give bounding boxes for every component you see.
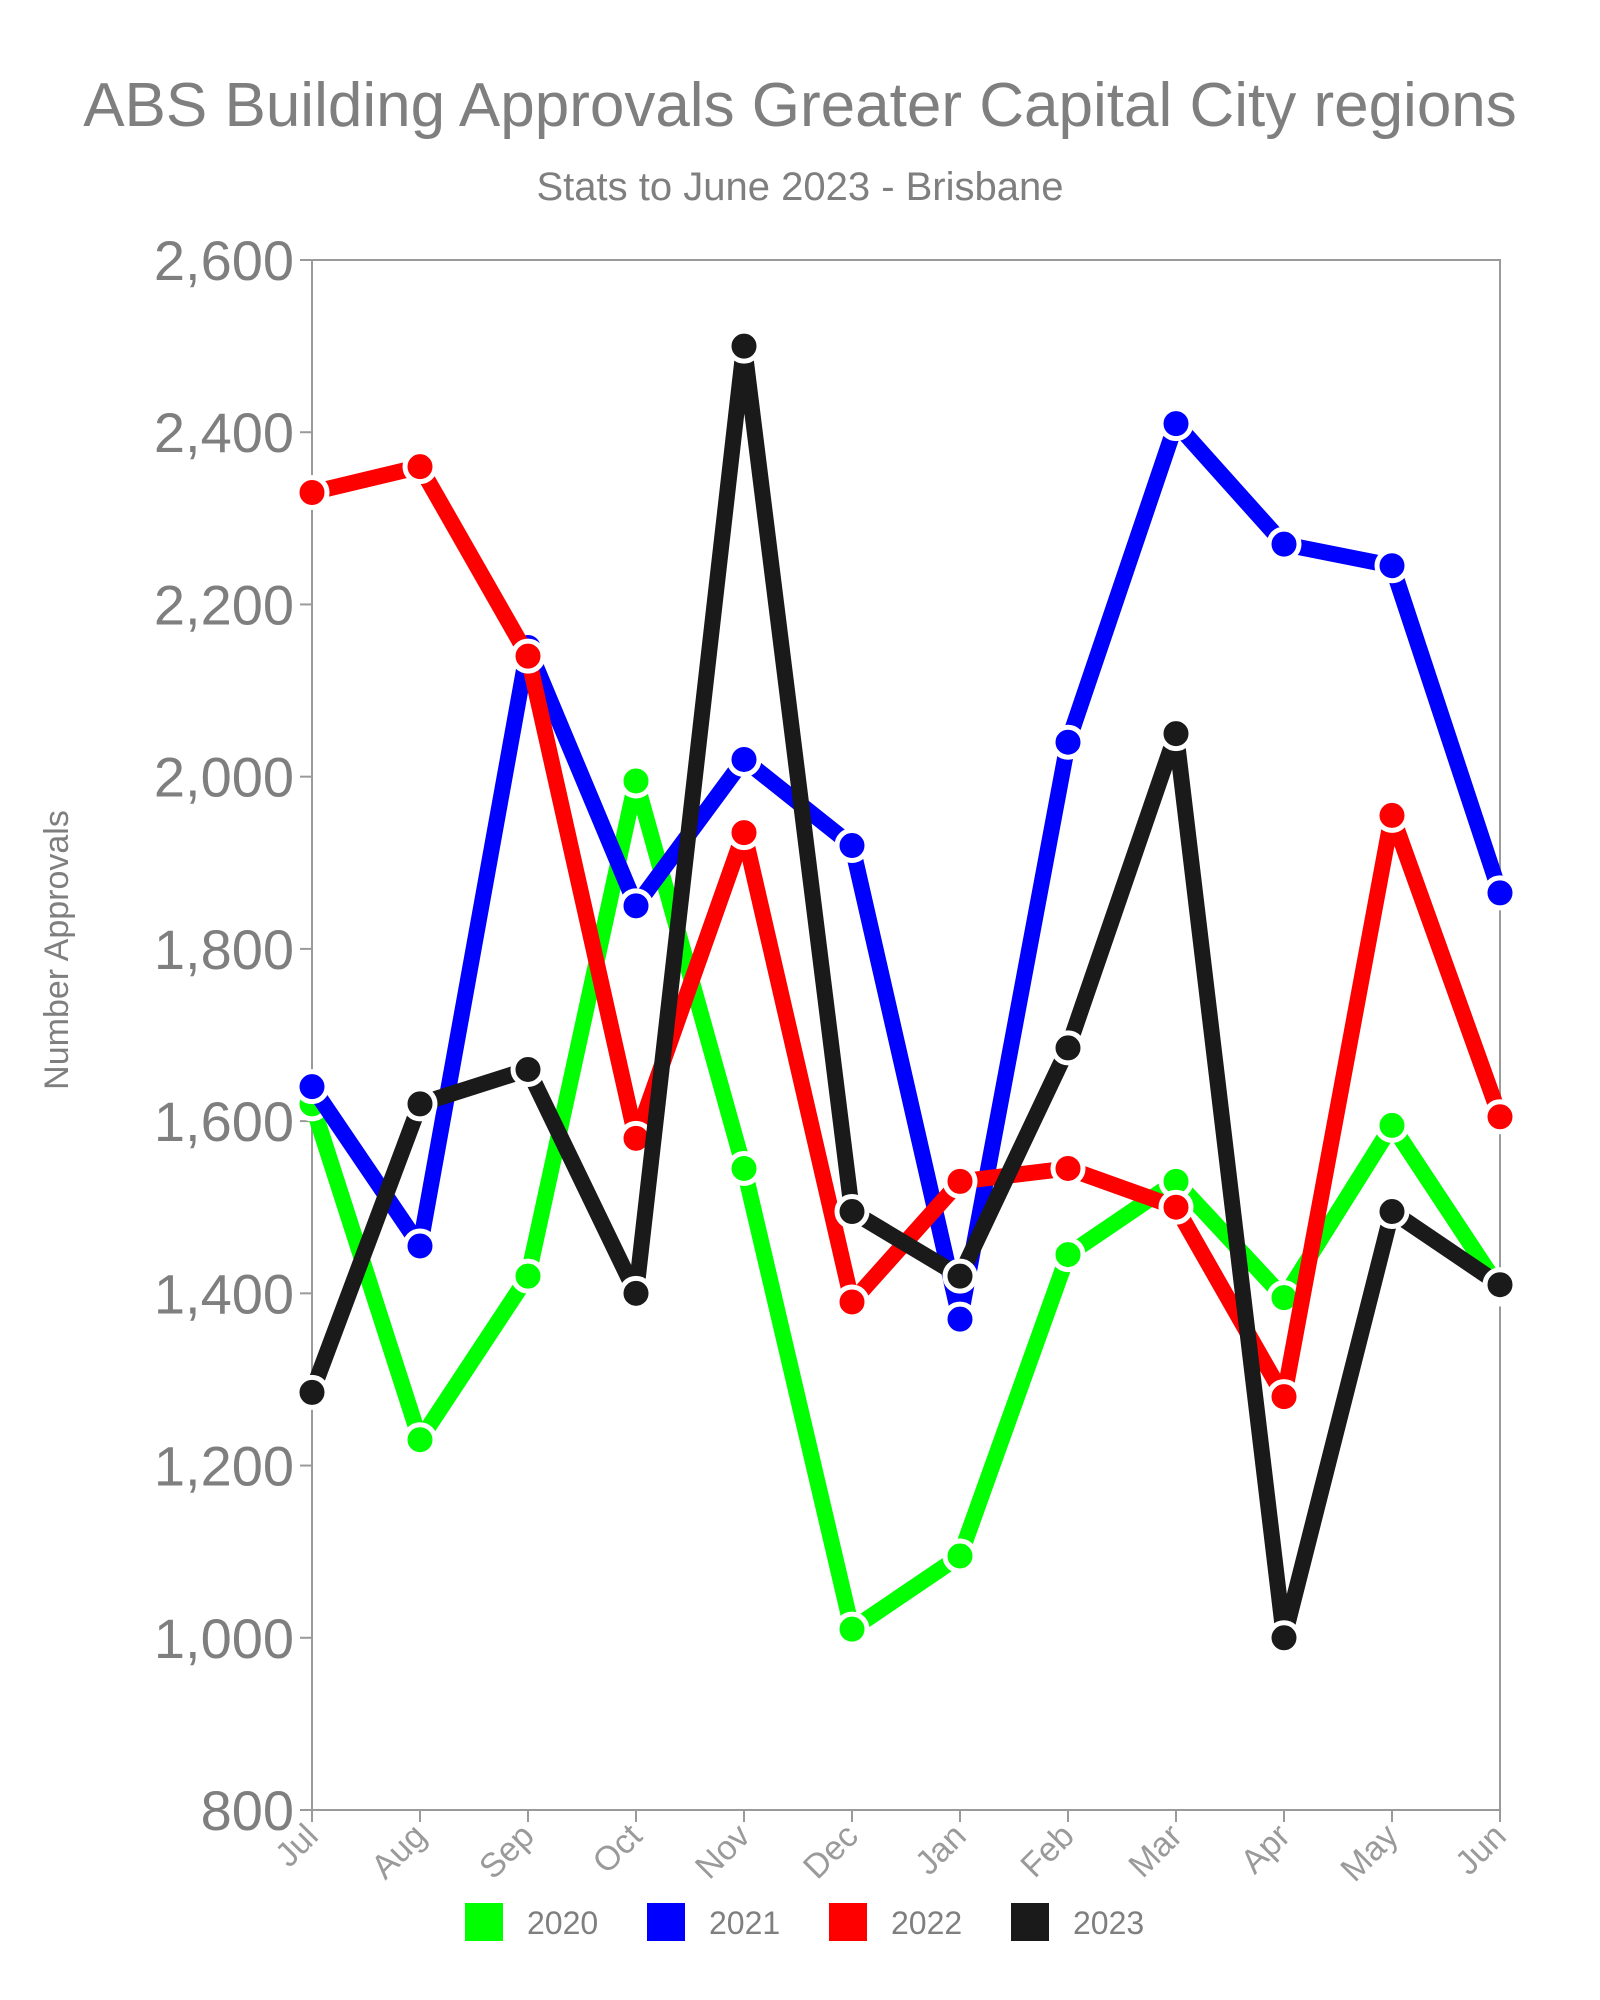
legend-label-2023: 2023 xyxy=(1073,1905,1144,1941)
data-point xyxy=(618,888,654,924)
y-tick-label: 2,600 xyxy=(154,229,294,292)
x-tick-label: Apr xyxy=(1233,1817,1297,1881)
series-2023 xyxy=(294,328,1518,1656)
legend-swatch-2022 xyxy=(829,1903,867,1941)
series-line-2021 xyxy=(304,415,1508,1328)
data-point xyxy=(942,1163,978,1199)
legend-label-2020: 2020 xyxy=(527,1905,598,1941)
data-point xyxy=(834,1284,870,1320)
data-point xyxy=(1374,797,1410,833)
plot-frame xyxy=(311,259,1501,1811)
series-layer xyxy=(294,328,1518,1656)
data-point xyxy=(402,1086,438,1122)
x-tick-label: Jan xyxy=(908,1817,974,1883)
data-point xyxy=(834,1194,870,1230)
y-tick-label: 1,400 xyxy=(154,1262,294,1325)
data-point xyxy=(726,741,762,777)
x-tick-label: Sep xyxy=(472,1817,542,1887)
data-point xyxy=(834,828,870,864)
x-tick-label: Aug xyxy=(364,1817,434,1887)
x-tick-label: Mar xyxy=(1121,1817,1189,1885)
data-point xyxy=(618,763,654,799)
legend-swatch-2020 xyxy=(465,1903,503,1941)
data-point xyxy=(402,1228,438,1264)
legend: 2020 2021 2022 2023 xyxy=(465,1903,1144,1941)
data-point xyxy=(942,1258,978,1294)
data-point xyxy=(1482,875,1518,911)
data-point xyxy=(1482,1099,1518,1135)
legend-label-2021: 2021 xyxy=(709,1905,780,1941)
x-tick-label: Dec xyxy=(796,1817,866,1887)
data-point xyxy=(942,1538,978,1574)
data-point xyxy=(1050,724,1086,760)
data-point xyxy=(1050,1237,1086,1273)
y-tick-label: 1,800 xyxy=(154,918,294,981)
data-point xyxy=(1050,1150,1086,1186)
data-point xyxy=(1374,1194,1410,1230)
chart-subtitle: Stats to June 2023 - Brisbane xyxy=(536,165,1064,209)
legend-swatch-2021 xyxy=(647,1903,685,1941)
data-point xyxy=(1266,526,1302,562)
data-point xyxy=(1158,1189,1194,1225)
y-axis: 800 1,000 1,200 1,400 1,600 1,800 2,000 2,200 2,… xyxy=(154,229,312,1842)
y-axis-label: Number Approvals xyxy=(38,810,76,1090)
legend-swatch-2023 xyxy=(1011,1903,1049,1941)
data-point xyxy=(834,1611,870,1647)
data-point xyxy=(942,1301,978,1337)
legend-label-2022: 2022 xyxy=(891,1905,962,1941)
series-line-2022 xyxy=(304,458,1508,1405)
data-point xyxy=(1374,548,1410,584)
data-point xyxy=(510,638,546,674)
data-point xyxy=(510,1051,546,1087)
data-point xyxy=(1266,1379,1302,1415)
y-tick-label: 800 xyxy=(201,1779,294,1842)
x-tick-label: Jun xyxy=(1448,1817,1514,1883)
data-point xyxy=(1158,406,1194,442)
y-tick-label: 1,200 xyxy=(154,1435,294,1498)
series-line-2023 xyxy=(304,338,1508,1646)
x-axis: Jul Aug Sep Oct Nov Dec Jan Feb Mar Apr May Jun xyxy=(268,1810,1514,1889)
y-tick-label: 1,000 xyxy=(154,1607,294,1670)
data-point xyxy=(1050,1030,1086,1066)
x-tick-label: May xyxy=(1333,1817,1405,1889)
data-point xyxy=(726,815,762,851)
data-point xyxy=(618,1275,654,1311)
series-2021 xyxy=(294,406,1518,1337)
y-tick-label: 1,600 xyxy=(154,1090,294,1153)
data-point xyxy=(1266,1620,1302,1656)
y-tick-label: 2,200 xyxy=(154,573,294,636)
chart-title: ABS Building Approvals Greater Capital C… xyxy=(83,71,1517,140)
data-point xyxy=(402,449,438,485)
data-point xyxy=(1482,1267,1518,1303)
data-point xyxy=(1374,1107,1410,1143)
x-tick-label: Nov xyxy=(688,1817,758,1887)
x-tick-label: Oct xyxy=(585,1816,650,1881)
data-point xyxy=(294,475,330,510)
y-tick-label: 2,000 xyxy=(154,746,294,809)
data-point xyxy=(510,1258,546,1294)
data-point xyxy=(726,1150,762,1186)
data-point xyxy=(294,1374,330,1410)
x-tick-label: Feb xyxy=(1013,1817,1081,1885)
data-point xyxy=(726,328,762,364)
data-point xyxy=(1158,716,1194,752)
data-point xyxy=(294,1069,330,1105)
y-tick-label: 2,400 xyxy=(154,401,294,464)
data-point xyxy=(402,1422,438,1458)
